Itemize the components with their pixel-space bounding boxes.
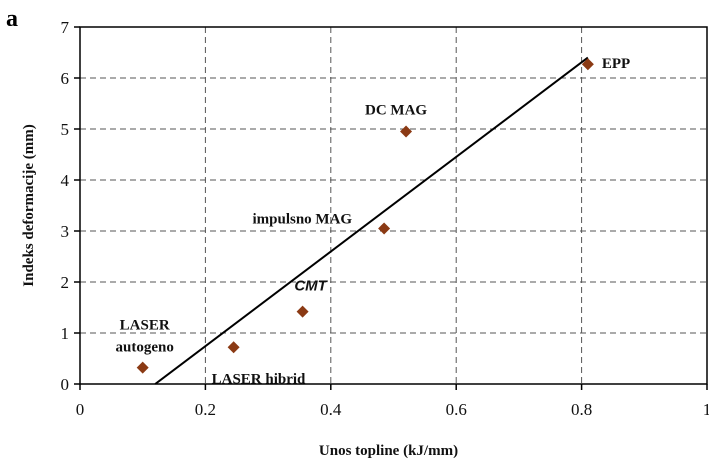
data-point-marker	[378, 222, 391, 235]
x-axis-title: Unos topline (kJ/mm)	[319, 443, 458, 459]
x-axis: 0 0.2 0.4 0.6 0.8 1	[76, 384, 709, 419]
y-tick-label: 5	[61, 120, 70, 139]
point-labels: LASER autogeno LASER hibrid CMT impulsno MAG…	[116, 56, 631, 387]
x-tick-label: 0	[76, 400, 85, 419]
data-point-label-line: impulsno MAG	[252, 211, 352, 227]
y-axis-title: Indeks deformacije (mm)	[21, 124, 37, 286]
plot-frame	[79, 26, 708, 385]
data-point-marker	[400, 125, 413, 138]
data-point-label-line: EPP	[602, 56, 630, 72]
y-tick-label: 3	[61, 222, 70, 241]
y-tick-label: 0	[61, 375, 70, 394]
x-tick-label: 0.2	[195, 400, 216, 419]
grid-lines	[80, 27, 707, 384]
data-point-marker	[227, 341, 240, 354]
trendline	[154, 56, 589, 385]
data-point-marker	[296, 305, 309, 318]
y-tick-label: 2	[61, 273, 70, 292]
data-point-marker	[581, 58, 594, 71]
x-tick-label: 0.8	[571, 400, 592, 419]
data-point-label-line: CMT	[294, 278, 328, 295]
data-point-label: CMT	[294, 278, 328, 295]
x-tick-label: 0.6	[446, 400, 467, 419]
panel-label: a	[6, 6, 18, 32]
y-tick-label: 1	[61, 324, 70, 343]
data-point-label: LASER hibrid	[212, 371, 306, 387]
data-point-label-line: LASER	[120, 318, 170, 334]
data-point-label-line: LASER hibrid	[212, 371, 306, 387]
x-tick-label: 1	[703, 400, 709, 419]
y-tick-label: 6	[61, 69, 70, 88]
data-point-label: LASER autogeno	[116, 318, 174, 356]
data-point-label: EPP	[602, 56, 630, 72]
y-tick-label: 7	[61, 18, 70, 37]
data-point-label: DC MAG	[365, 103, 427, 119]
data-point-label-line: DC MAG	[365, 103, 427, 119]
data-points	[136, 58, 594, 374]
data-point-marker	[136, 361, 149, 374]
data-point-label-line: autogeno	[116, 340, 174, 356]
y-tick-label: 4	[61, 171, 70, 190]
y-axis: 0 1 2 3 4 5 6 7	[61, 18, 80, 394]
x-tick-label: 0.4	[320, 400, 342, 419]
data-point-label: impulsno MAG	[252, 211, 352, 227]
